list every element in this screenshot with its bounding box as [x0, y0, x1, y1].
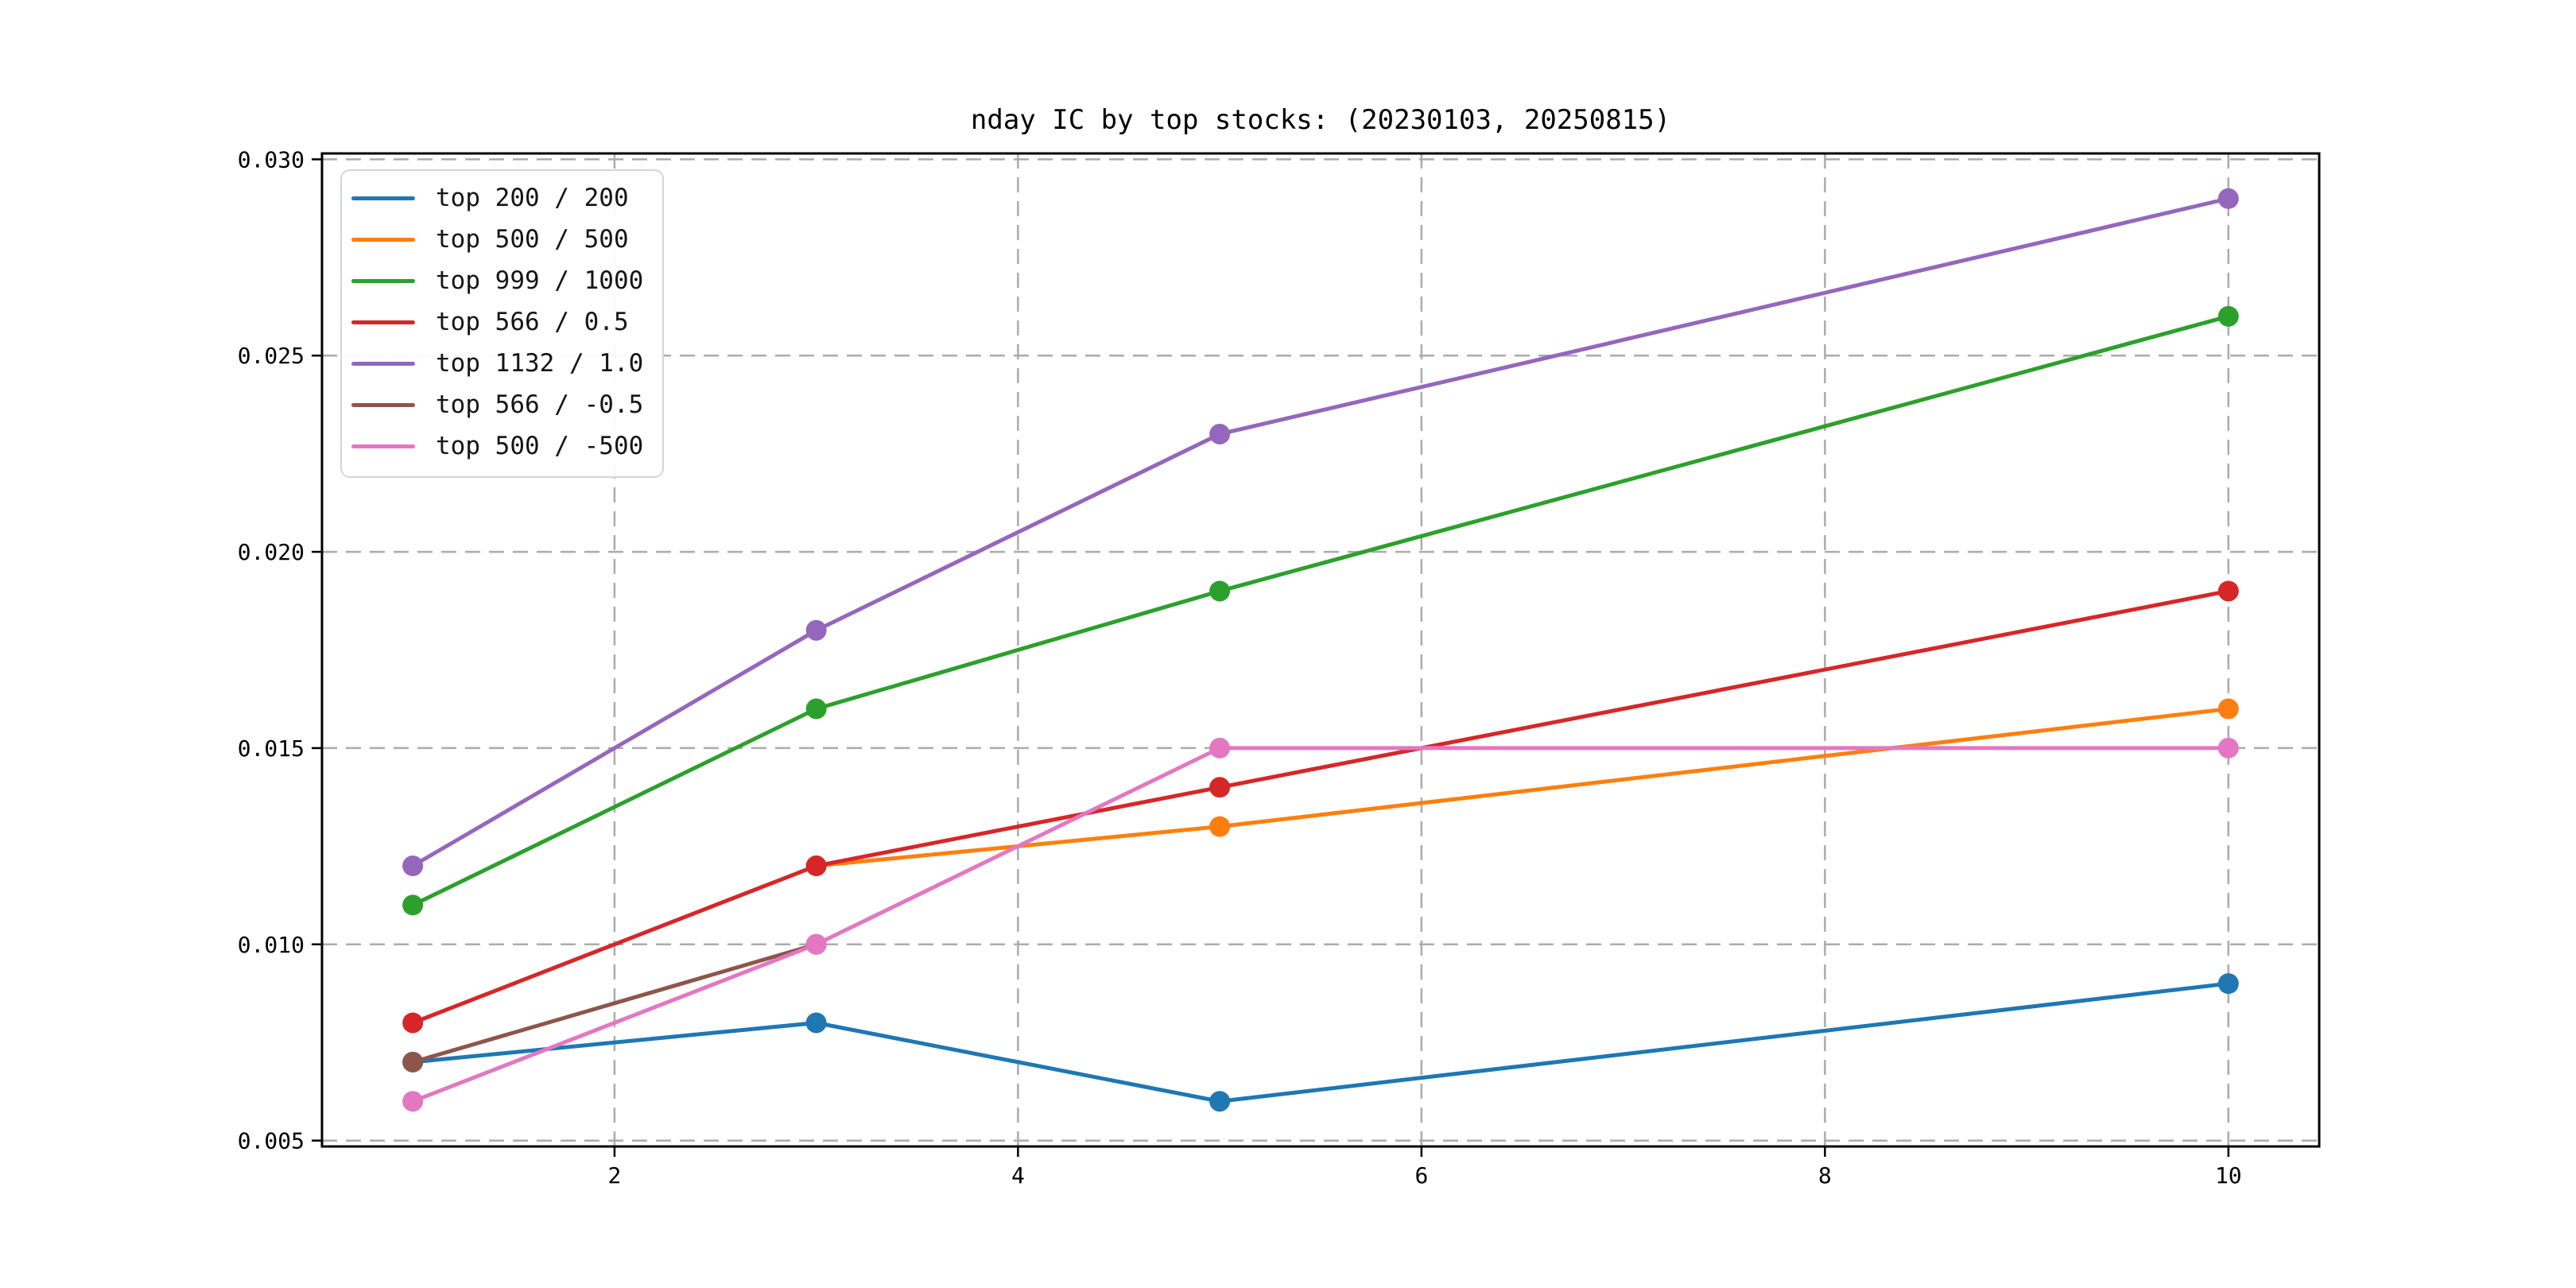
x-tick-label: 4 — [1011, 1162, 1025, 1189]
series-marker — [402, 1091, 424, 1112]
series-line — [410, 314, 2231, 907]
series-line — [410, 942, 819, 1065]
legend-line-swatch — [351, 320, 415, 324]
legend-line-swatch — [351, 402, 415, 407]
series-marker — [805, 933, 827, 955]
legend-item: top 200 / 200 — [351, 177, 643, 219]
legend-label: top 1132 / 1.0 — [436, 349, 644, 378]
series-marker — [1209, 1091, 1231, 1112]
y-tick-label: 0.010 — [238, 932, 305, 958]
series-marker — [1209, 777, 1231, 798]
y-tick-label: 0.020 — [238, 539, 305, 565]
legend-line-swatch — [351, 361, 415, 366]
legend-item: top 500 / -500 — [351, 425, 643, 467]
legend-line-swatch — [351, 196, 415, 200]
legend-label: top 200 / 200 — [436, 184, 629, 212]
y-tick-label: 0.005 — [238, 1128, 305, 1154]
series-marker — [402, 1051, 424, 1073]
y-tick-label: 0.030 — [238, 146, 305, 173]
legend-line-swatch — [351, 237, 415, 242]
legend-label: top 500 / 500 — [436, 225, 629, 254]
series-marker — [402, 894, 424, 916]
series-marker — [1209, 737, 1231, 758]
series-marker — [2217, 737, 2239, 758]
chart-title: nday IC by top stocks: (20230103, 202508… — [970, 104, 1671, 136]
series-marker — [805, 619, 827, 641]
series-marker — [805, 855, 827, 877]
legend-item: top 566 / 0.5 — [351, 301, 643, 343]
y-tick-label: 0.025 — [238, 343, 305, 369]
series-marker — [2217, 305, 2239, 327]
series-line — [410, 981, 2231, 1104]
legend-label: top 566 / -0.5 — [436, 390, 644, 419]
x-tick-label: 10 — [2215, 1162, 2242, 1189]
legend-line-swatch — [351, 444, 415, 448]
series-marker — [2217, 188, 2239, 209]
legend-line-swatch — [351, 278, 415, 283]
series-line — [410, 588, 2231, 1025]
legend-item: top 999 / 1000 — [351, 260, 643, 301]
series-marker — [1209, 816, 1231, 837]
series-marker — [805, 1012, 827, 1034]
x-tick-label: 2 — [607, 1162, 621, 1189]
series-marker — [805, 698, 827, 720]
x-tick-label: 8 — [1818, 1162, 1832, 1189]
legend-label: top 999 / 1000 — [436, 266, 644, 295]
y-tick-label: 0.015 — [238, 735, 305, 762]
legend: top 200 / 200 top 500 / 500 top 999 / 1000… — [340, 169, 665, 478]
series-line — [410, 196, 2231, 868]
x-tick-label: 6 — [1414, 1162, 1428, 1189]
legend-item: top 500 / 500 — [351, 219, 643, 260]
series-marker — [2217, 698, 2239, 720]
series-marker — [2217, 973, 2239, 995]
plot-border — [320, 152, 2321, 1148]
series-line — [410, 746, 2231, 1104]
series-marker — [1209, 580, 1231, 602]
series-marker — [402, 855, 424, 877]
legend-item: top 566 / -0.5 — [351, 384, 643, 425]
legend-item: top 1132 / 1.0 — [351, 343, 643, 384]
series-marker — [402, 1012, 424, 1034]
series-marker — [1209, 423, 1231, 444]
legend-label: top 500 / -500 — [436, 432, 644, 460]
legend-label: top 566 / 0.5 — [436, 308, 629, 336]
series-marker — [2217, 580, 2239, 602]
